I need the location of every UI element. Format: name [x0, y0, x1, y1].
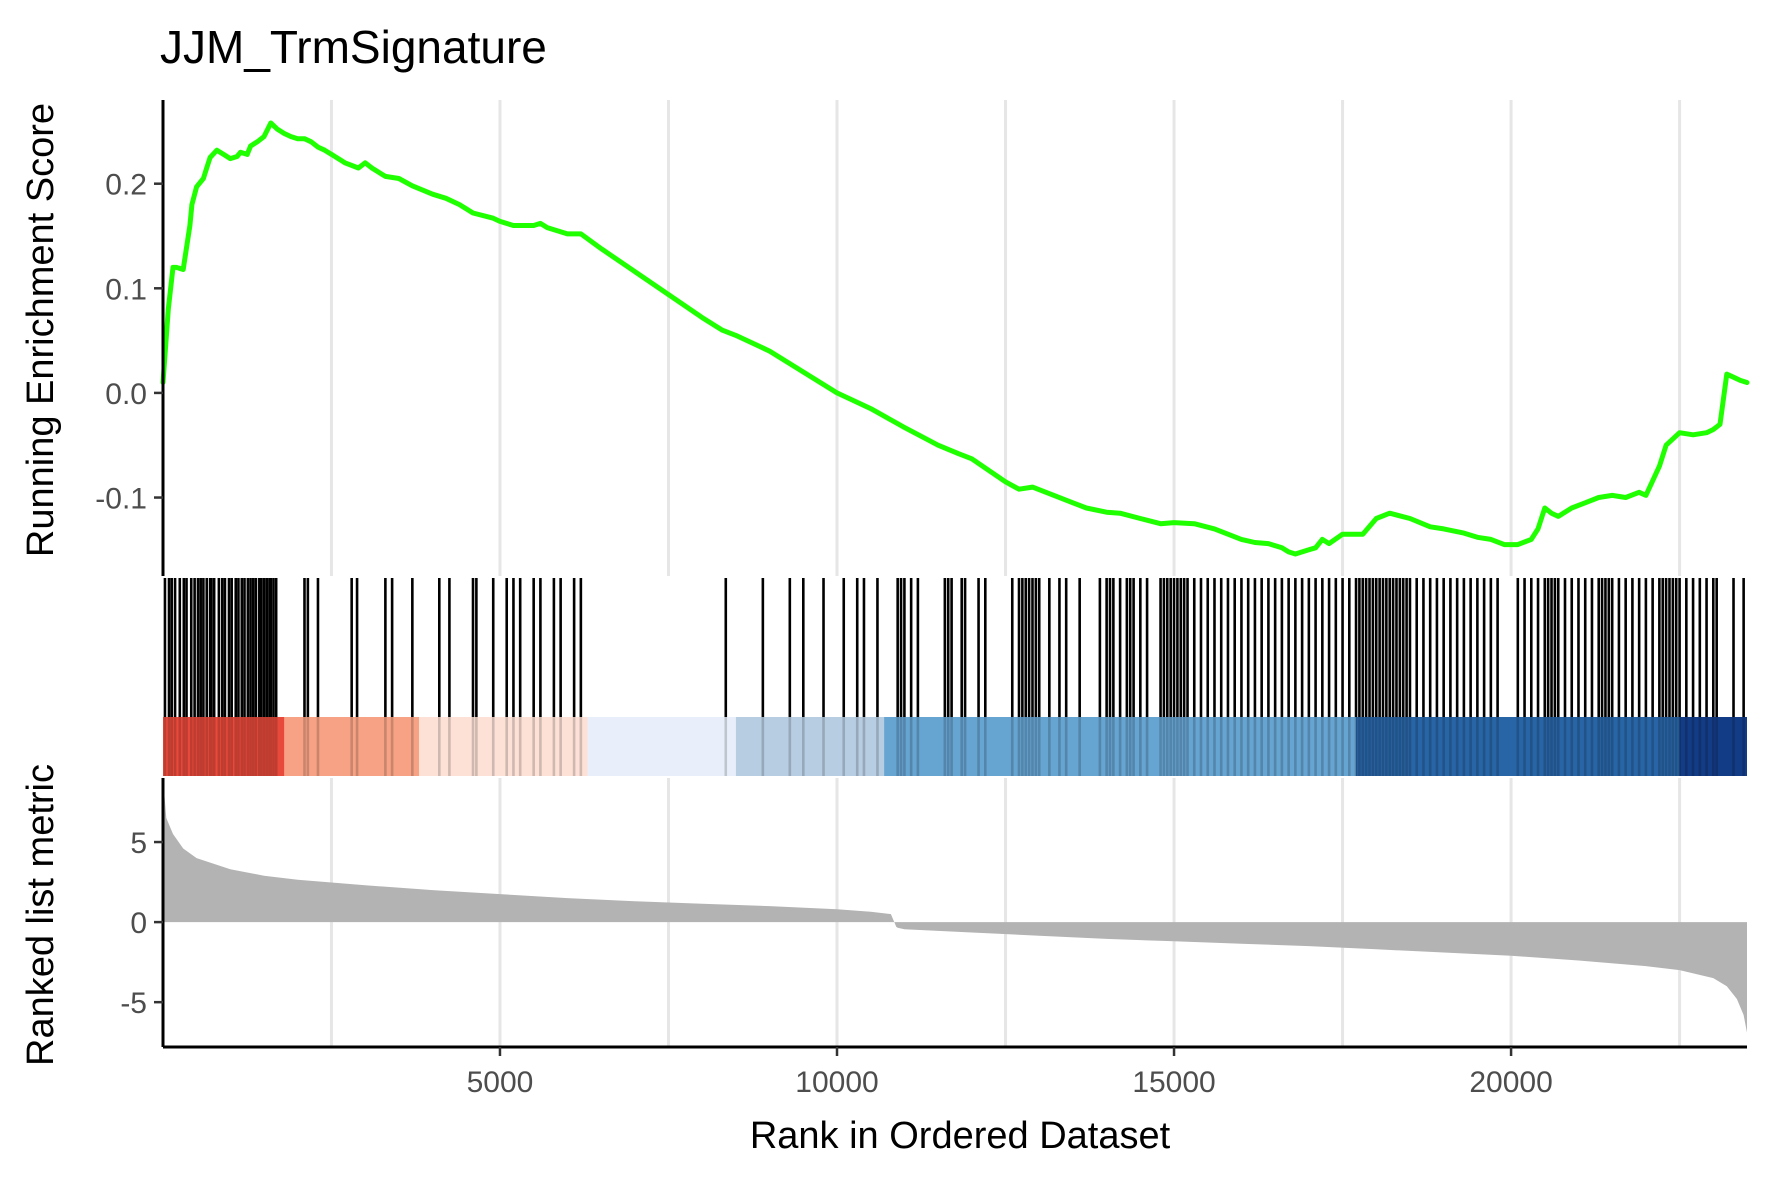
rank-band-overlay — [163, 717, 285, 776]
ranked-metric-area-group — [163, 778, 1747, 1033]
es-y-axis-label: Running Enrichment Score — [20, 103, 62, 557]
es-y-tick-label: 0.1 — [105, 273, 147, 306]
rank-band-overlay — [1356, 717, 1680, 776]
ranked-metric-area — [163, 778, 1747, 1033]
metric-y-axis-label: Ranked list metric — [20, 764, 62, 1066]
gene-hit-markers — [163, 578, 1747, 776]
running-es-line — [160, 120, 1750, 557]
metric-y-tick-label: 5 — [130, 827, 147, 860]
metric-y-tick-label: -5 — [120, 987, 147, 1020]
metric-y-tick-label: 0 — [130, 907, 147, 940]
rank-band-overlay — [884, 717, 1357, 776]
x-tick-label: 5000 — [467, 1066, 534, 1099]
rank-band-overlay — [284, 717, 420, 776]
rank-band-overlay — [587, 717, 736, 776]
es-y-tick-label: -0.1 — [95, 483, 147, 516]
rank-band-overlay — [1679, 717, 1747, 776]
running-es-line-group — [160, 120, 1750, 557]
rank-band-overlay — [419, 717, 588, 776]
es-panel-gridlines — [329, 100, 1682, 576]
x-tick-label: 15000 — [1132, 1066, 1215, 1099]
es-y-tick-label: 0.2 — [105, 169, 147, 202]
x-axis-label: Rank in Ordered Dataset — [750, 1115, 1171, 1157]
es-y-tick-label: 0.0 — [105, 378, 147, 411]
x-tick-label: 10000 — [795, 1066, 878, 1099]
chart-title: JJM_TrmSignature — [160, 21, 547, 73]
x-tick-label: 20000 — [1469, 1066, 1552, 1099]
tick-marks-and-labels: 0.2 0.1 0.0 -0.1 5 0 -5 5000 10000 15000 20000 — [95, 169, 1552, 1099]
rank-band-overlay — [735, 717, 885, 776]
